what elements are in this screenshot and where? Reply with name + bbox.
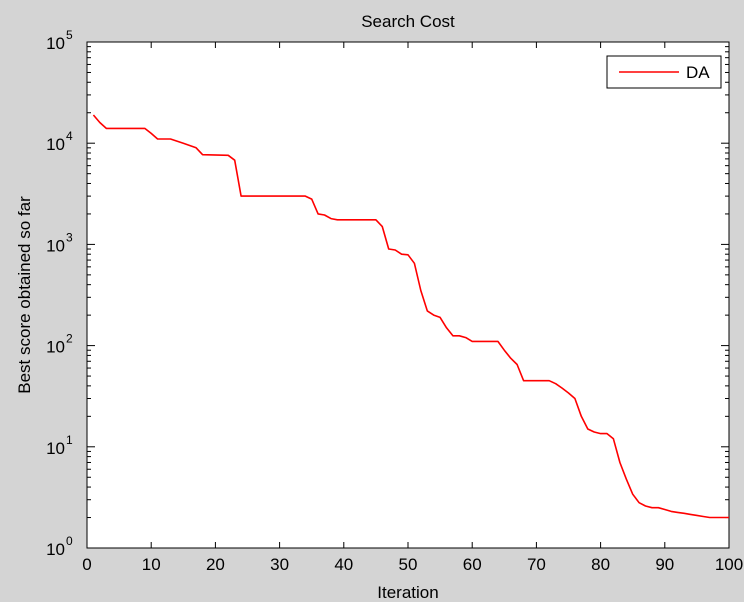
x-axis-label: Iteration — [377, 583, 438, 602]
y-tick-label-exponent: 1 — [66, 433, 73, 447]
y-tick-label-base: 10 — [46, 135, 65, 154]
y-tick-label-base: 10 — [46, 236, 65, 255]
y-tick-label-exponent: 3 — [66, 230, 73, 244]
y-tick-label-exponent: 5 — [66, 28, 73, 42]
x-tick-label: 70 — [527, 555, 546, 574]
legend: DA — [606, 55, 722, 89]
x-tick-label: 50 — [399, 555, 418, 574]
series-line-da — [92, 114, 729, 519]
y-tick-label-base: 10 — [46, 439, 65, 458]
plot-area — [86, 41, 730, 549]
x-tick-label: 40 — [334, 555, 353, 574]
y-axis-label: Best score obtained so far — [15, 196, 34, 394]
x-tick-label: 0 — [82, 555, 91, 574]
chart-title: Search Cost — [361, 12, 455, 31]
legend-label-da: DA — [686, 63, 710, 82]
y-tick-label-exponent: 0 — [66, 534, 73, 548]
y-tick-label-exponent: 2 — [66, 332, 73, 346]
y-tick-label-base: 10 — [46, 540, 65, 559]
x-tick-label: 30 — [270, 555, 289, 574]
x-tick-label: 100 — [715, 555, 743, 574]
y-tick-label-base: 10 — [46, 338, 65, 357]
x-tick-label: 10 — [142, 555, 161, 574]
x-tick-label: 60 — [463, 555, 482, 574]
x-axis-ticks: 0 10 20 30 40 50 60 70 80 90 100 — [82, 42, 743, 574]
x-tick-label: 20 — [206, 555, 225, 574]
y-tick-label-exponent: 4 — [66, 129, 73, 143]
y-tick-label-base: 10 — [46, 34, 65, 53]
x-tick-label: 80 — [591, 555, 610, 574]
x-tick-label: 90 — [655, 555, 674, 574]
